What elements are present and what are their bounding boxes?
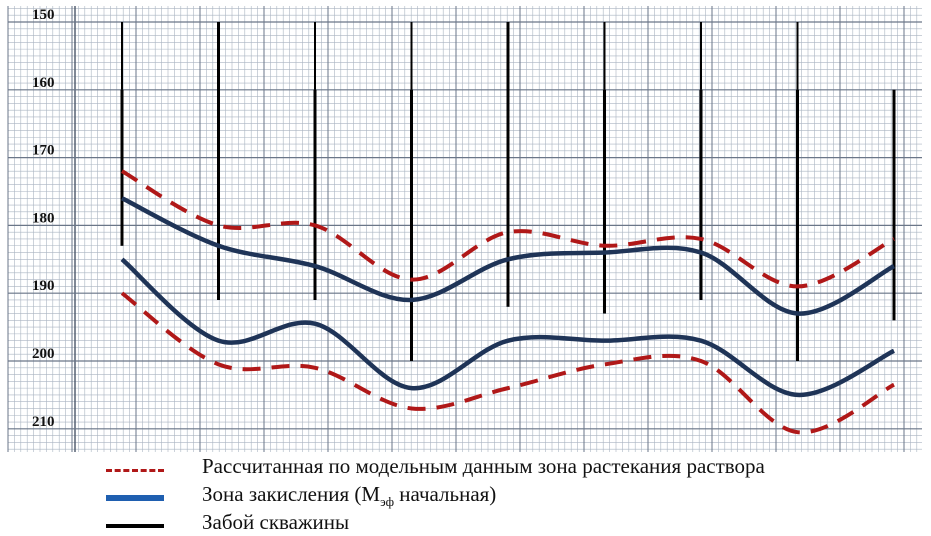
legend-label-acid-sub: эф bbox=[380, 494, 394, 510]
y-tick-label: 180 bbox=[32, 210, 55, 226]
series-line-acid bbox=[121, 196, 896, 316]
legend-swatch-acid bbox=[106, 495, 164, 501]
series-lines bbox=[120, 169, 896, 435]
y-tick-label: 170 bbox=[32, 143, 55, 159]
legend-swatch-well bbox=[106, 524, 164, 528]
legend: Рассчитанная по модельным данным зона ра… bbox=[100, 452, 925, 536]
legend-label-dashed: Рассчитанная по модельным данным зона ра… bbox=[202, 454, 765, 478]
well-bottoms bbox=[120, 22, 896, 361]
legend-item-dashed: Рассчитанная по модельным данным зона ра… bbox=[100, 452, 925, 480]
grid bbox=[7, 6, 922, 452]
legend-label-acid-main: Зона закисления (М bbox=[202, 482, 381, 506]
legend-label-acid-tail: начальная) bbox=[394, 482, 497, 506]
y-tick-label: 160 bbox=[32, 75, 55, 91]
plot-area bbox=[8, 6, 922, 452]
series-line-dashed bbox=[120, 291, 895, 435]
chart: 150 160 170 180 190 200 210 bbox=[7, 6, 922, 452]
y-axis-tick-labels: 150 160 170 180 190 200 210 bbox=[8, 7, 922, 430]
legend-label-acid: Зона закисления (Мэф начальная) bbox=[202, 482, 496, 510]
legend-item-acid: Зона закисления (Мэф начальная) bbox=[100, 480, 925, 510]
y-tick-label: 200 bbox=[32, 346, 55, 362]
legend-label-well: Забой скважины bbox=[202, 510, 350, 534]
y-tick-label: 190 bbox=[32, 278, 55, 294]
y-tick-label: 150 bbox=[32, 7, 55, 23]
series-line-dashed bbox=[121, 169, 895, 289]
legend-swatch-dashed bbox=[106, 469, 164, 472]
legend-item-well: Забой скважины bbox=[100, 508, 925, 536]
series-line-acid bbox=[120, 257, 896, 398]
y-tick-label: 210 bbox=[32, 414, 55, 430]
